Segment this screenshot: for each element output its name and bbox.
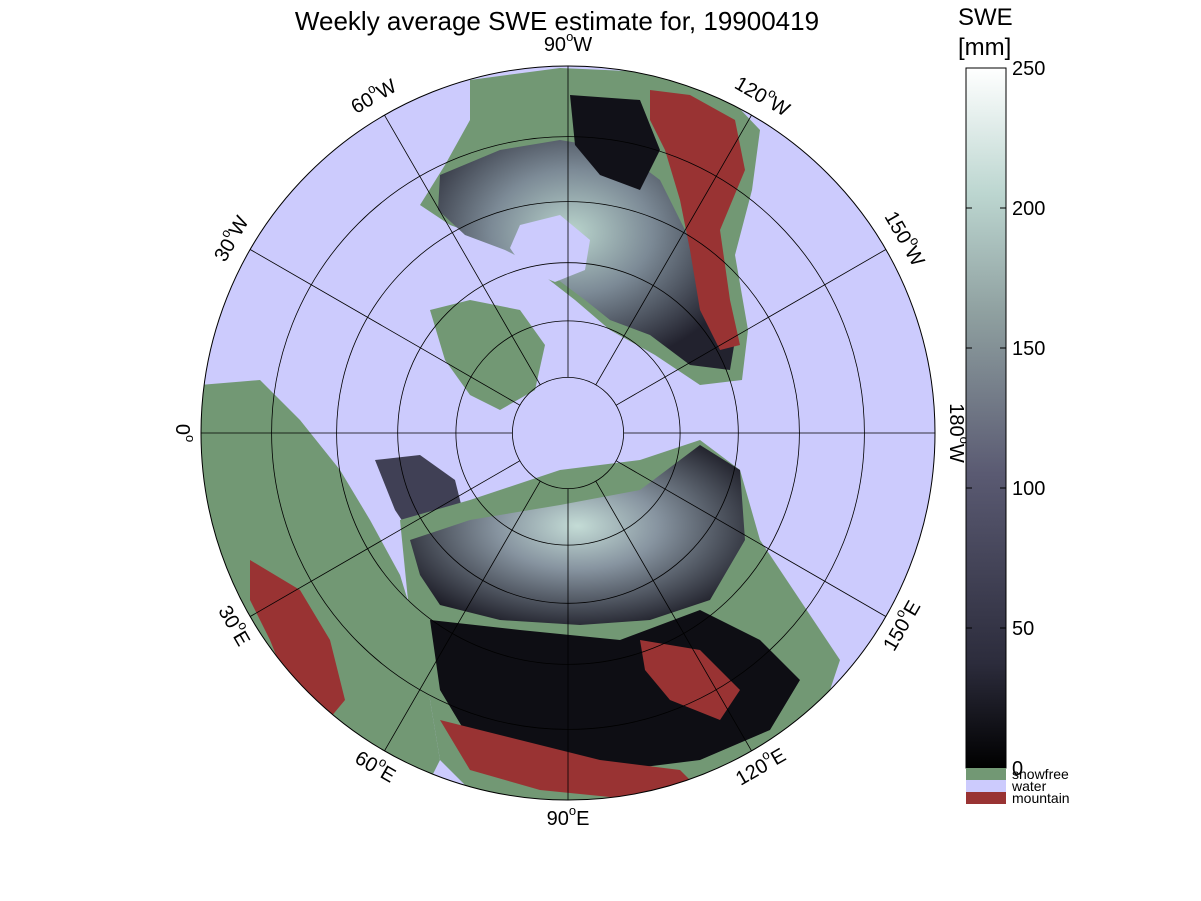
legend-label-water: water (1011, 778, 1047, 794)
colorbar-tick-label: 200 (1012, 198, 1045, 220)
colorbar-ticks: 0 50 100 150 200 250 (966, 58, 1045, 780)
meridian-line (384, 114, 541, 386)
legend-swatch-snowfree (966, 768, 1006, 780)
meridian-label: 180oW (945, 403, 972, 463)
legend-swatch-water (966, 780, 1006, 792)
graticule (201, 66, 935, 800)
asia-mountains-himalaya (440, 720, 700, 798)
meridian-line (249, 249, 521, 406)
hudson-bay (510, 215, 590, 282)
colorbar-label-unit: [mm] (958, 34, 1011, 61)
east-asia-mountains (640, 640, 740, 720)
colorbar-tick-label: 50 (1012, 618, 1034, 640)
meridian-line (384, 480, 541, 752)
meridian-label: 0o (171, 424, 198, 442)
meridian-labels: 90oW120oW150oW180oW150oE120oE90oE60oE30o… (171, 29, 972, 830)
colorbar: SWE [mm] 0 50 100 150 200 250 snowfreewatermo… (958, 4, 1070, 806)
polar-map: 90oW120oW150oW180oW150oE120oE90oE60oE30o… (171, 29, 972, 830)
rocky-mountains (650, 90, 745, 350)
siberia-black (430, 610, 800, 770)
colorbar-label-swe: SWE (958, 4, 1013, 31)
meridian-label: 90oE (547, 803, 590, 830)
colorbar-tick-label: 0 (1012, 758, 1023, 780)
colorbar-bar (965, 67, 1007, 769)
colorbar-tick-label: 150 (1012, 338, 1045, 360)
meridian-label: 90oW (544, 29, 592, 56)
land-layers (201, 68, 840, 800)
meridian-line (595, 480, 752, 752)
meridian-line (615, 249, 887, 406)
north-america-black (570, 95, 660, 190)
meridian-line (249, 460, 521, 617)
eurasia-snow (410, 445, 745, 625)
legend-label-mountain: mountain (1012, 790, 1070, 806)
meridian-line (615, 460, 887, 617)
legend-swatch-mountain (966, 792, 1006, 804)
legend-label-snowfree: snowfree (1012, 766, 1069, 782)
meridian-line (595, 114, 752, 386)
colorbar-tick-label: 250 (1012, 58, 1045, 80)
colorbar-tick-label: 100 (1012, 478, 1045, 500)
map-title: Weekly average SWE estimate for, 1990041… (295, 6, 819, 36)
